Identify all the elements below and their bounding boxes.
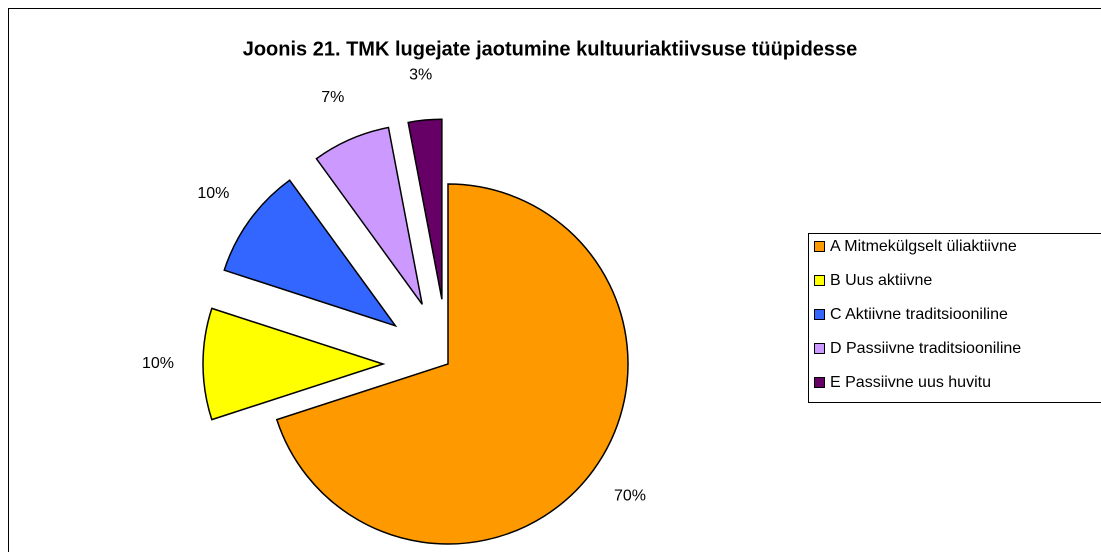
legend-swatch bbox=[814, 275, 825, 286]
pie-slice bbox=[315, 126, 423, 305]
data-label: 70% bbox=[614, 487, 646, 504]
legend-swatch bbox=[814, 241, 825, 252]
pie-slice bbox=[223, 179, 398, 328]
legend-label: D Passiivne traditsiooniline bbox=[830, 340, 1021, 357]
legend-label: C Aktiivne traditsiooniline bbox=[830, 306, 1008, 323]
legend-swatch bbox=[814, 377, 825, 388]
pie-slice bbox=[275, 183, 629, 545]
legend-label: B Uus aktiivne bbox=[830, 272, 932, 289]
legend-box bbox=[808, 233, 1101, 403]
pie-slice bbox=[202, 307, 386, 421]
data-label: 10% bbox=[142, 355, 174, 372]
data-label: 10% bbox=[197, 185, 229, 202]
chart-title: Joonis 21. TMK lugejate jaotumine kultuu… bbox=[243, 38, 858, 60]
legend-label: A Mitmekülgselt üliaktiivne bbox=[830, 238, 1017, 255]
pie-slice bbox=[407, 118, 443, 300]
data-label: 7% bbox=[321, 89, 344, 106]
data-label: 3% bbox=[409, 67, 432, 84]
legend-swatch bbox=[814, 309, 825, 320]
legend-label: E Passiivne uus huvitu bbox=[830, 374, 991, 391]
legend-swatch bbox=[814, 343, 825, 354]
